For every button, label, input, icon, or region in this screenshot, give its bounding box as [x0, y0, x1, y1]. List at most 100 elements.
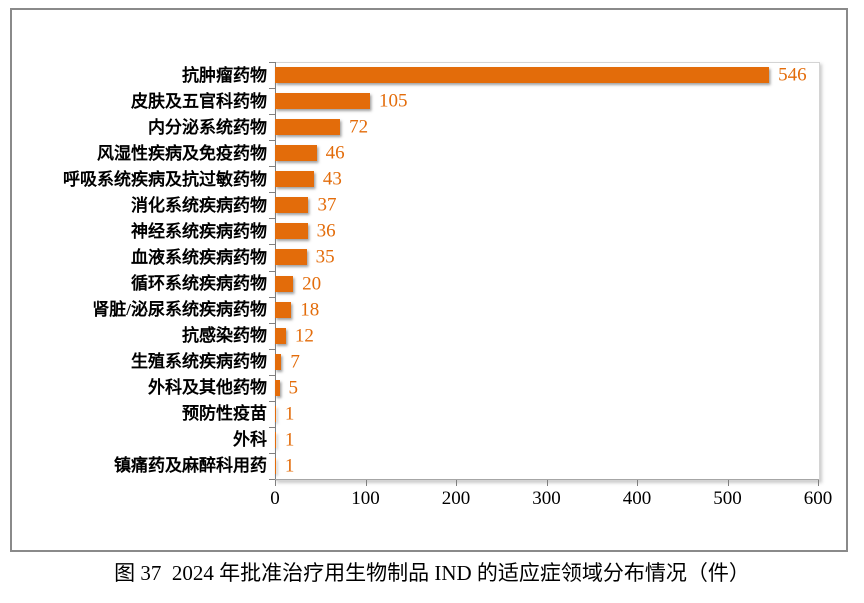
category-label: 抗肿瘤药物	[182, 65, 267, 85]
bar-track: 43	[275, 166, 818, 192]
bar	[275, 171, 314, 188]
value-label: 7	[290, 351, 300, 373]
category-label: 内分泌系统药物	[148, 117, 267, 137]
bar	[275, 119, 341, 136]
y-tick	[269, 88, 275, 90]
category-label: 抗感染药物	[182, 326, 267, 346]
value-label: 1	[284, 403, 295, 425]
bar-track: 1	[275, 427, 818, 453]
bar-track: 18	[275, 297, 818, 323]
value-label: 72	[349, 116, 369, 138]
y-tick	[269, 348, 275, 350]
value-label: 46	[325, 142, 345, 164]
y-tick	[269, 192, 275, 194]
figure-caption: 图 37 2024 年批准治疗用生物制品 IND 的适应症领域分布情况（件）	[114, 561, 750, 585]
bar-track: 46	[275, 140, 818, 166]
y-tick	[269, 296, 275, 298]
bar-row: 消化系统疾病药物 37	[12, 192, 818, 218]
category-label: 预防性疫苗	[182, 404, 267, 424]
x-tick-label: 300	[532, 488, 561, 509]
bar	[275, 223, 308, 240]
bar-track: 36	[275, 218, 818, 244]
y-tick	[269, 166, 275, 168]
x-tick	[637, 480, 638, 486]
x-tick	[456, 480, 457, 486]
category-label: 血液系统疾病药物	[131, 247, 267, 267]
bar-track: 1	[275, 453, 818, 479]
bar	[275, 275, 294, 292]
category-label: 风湿性疾病及免疫药物	[97, 143, 267, 163]
category-label: 镇痛药及麻醉科用药	[114, 456, 267, 476]
x-tick	[546, 480, 548, 486]
y-tick	[269, 400, 275, 402]
x-tick-label: 500	[713, 488, 742, 509]
category-label: 肾脏/泌尿系统疾病药物	[92, 300, 267, 320]
x-tick	[365, 480, 367, 486]
bar	[275, 457, 276, 474]
bar-track: 20	[275, 271, 818, 297]
y-tick	[269, 452, 275, 454]
bar-row: 抗感染药物 12	[12, 323, 818, 349]
bar	[275, 301, 292, 318]
value-label: 35	[315, 246, 335, 268]
bar	[275, 93, 371, 110]
bar-row: 呼吸系统疾病及抗过敏药物 43	[12, 166, 818, 192]
y-tick	[269, 374, 275, 376]
category-label: 外科	[233, 430, 267, 450]
value-label: 546	[778, 64, 807, 86]
bar-row: 外科 1	[12, 427, 818, 453]
bar	[275, 431, 276, 448]
bar-track: 105	[275, 88, 818, 114]
bar-row: 血液系统疾病药物 35	[12, 244, 818, 270]
y-tick	[269, 218, 275, 220]
bar-row: 皮肤及五官科药物 105	[12, 88, 818, 114]
value-label: 43	[322, 168, 342, 190]
value-label: 18	[300, 299, 320, 321]
x-tick-label: 600	[803, 488, 833, 509]
x-tick	[727, 480, 729, 486]
value-label: 1	[284, 455, 295, 477]
bar-track: 5	[275, 375, 818, 401]
bar-row: 神经系统疾病药物 36	[12, 218, 818, 244]
bar	[275, 405, 276, 422]
bar	[275, 67, 770, 84]
bar-row: 预防性疫苗 1	[12, 401, 818, 427]
bar-rows: 抗肿瘤药物 546 皮肤及五官科药物 105 内分泌系统药物 72 风湿性疾病及免疫药物 46…	[12, 62, 818, 479]
category-label: 外科及其他药物	[148, 378, 267, 398]
category-label: 呼吸系统疾病及抗过敏药物	[63, 169, 267, 189]
x-tick-label: 200	[441, 488, 471, 509]
bar-row: 肾脏/泌尿系统疾病药物 18	[12, 297, 818, 323]
bar-row: 镇痛药及麻醉科用药 1	[12, 453, 818, 479]
bar	[275, 353, 282, 370]
category-label: 皮肤及五官科药物	[131, 91, 267, 111]
bar-row: 外科及其他药物 5	[12, 375, 818, 401]
bar-track: 7	[275, 349, 818, 375]
category-label: 生殖系统疾病药物	[131, 352, 267, 372]
bar	[275, 249, 307, 266]
figure-frame: 抗肿瘤药物 546 皮肤及五官科药物 105 内分泌系统药物 72 风湿性疾病及免疫药物 46…	[10, 8, 848, 552]
bar-track: 72	[275, 114, 818, 140]
bar	[275, 197, 309, 214]
y-tick	[269, 62, 275, 63]
value-label: 20	[302, 273, 322, 295]
bar-row: 内分泌系统药物 72	[12, 114, 818, 140]
bar	[275, 327, 286, 344]
bar-row: 生殖系统疾病药物 7	[12, 349, 818, 375]
bar	[275, 379, 280, 396]
x-tick	[818, 480, 819, 486]
bar-row: 风湿性疾病及免疫药物 46	[12, 140, 818, 166]
bar-track: 12	[275, 323, 818, 349]
y-tick	[269, 479, 275, 480]
y-tick	[269, 426, 275, 428]
category-label: 神经系统疾病药物	[131, 221, 267, 241]
value-label: 5	[288, 377, 299, 399]
bar-track: 35	[275, 244, 818, 270]
x-tick	[275, 480, 276, 486]
bar-track: 37	[275, 192, 818, 218]
value-label: 105	[379, 90, 408, 112]
bar-track: 1	[275, 401, 818, 427]
x-tick-label: 100	[351, 488, 380, 509]
bar-row: 抗肿瘤药物 546	[12, 62, 818, 88]
category-label: 消化系统疾病药物	[131, 195, 267, 215]
y-tick	[269, 140, 275, 142]
